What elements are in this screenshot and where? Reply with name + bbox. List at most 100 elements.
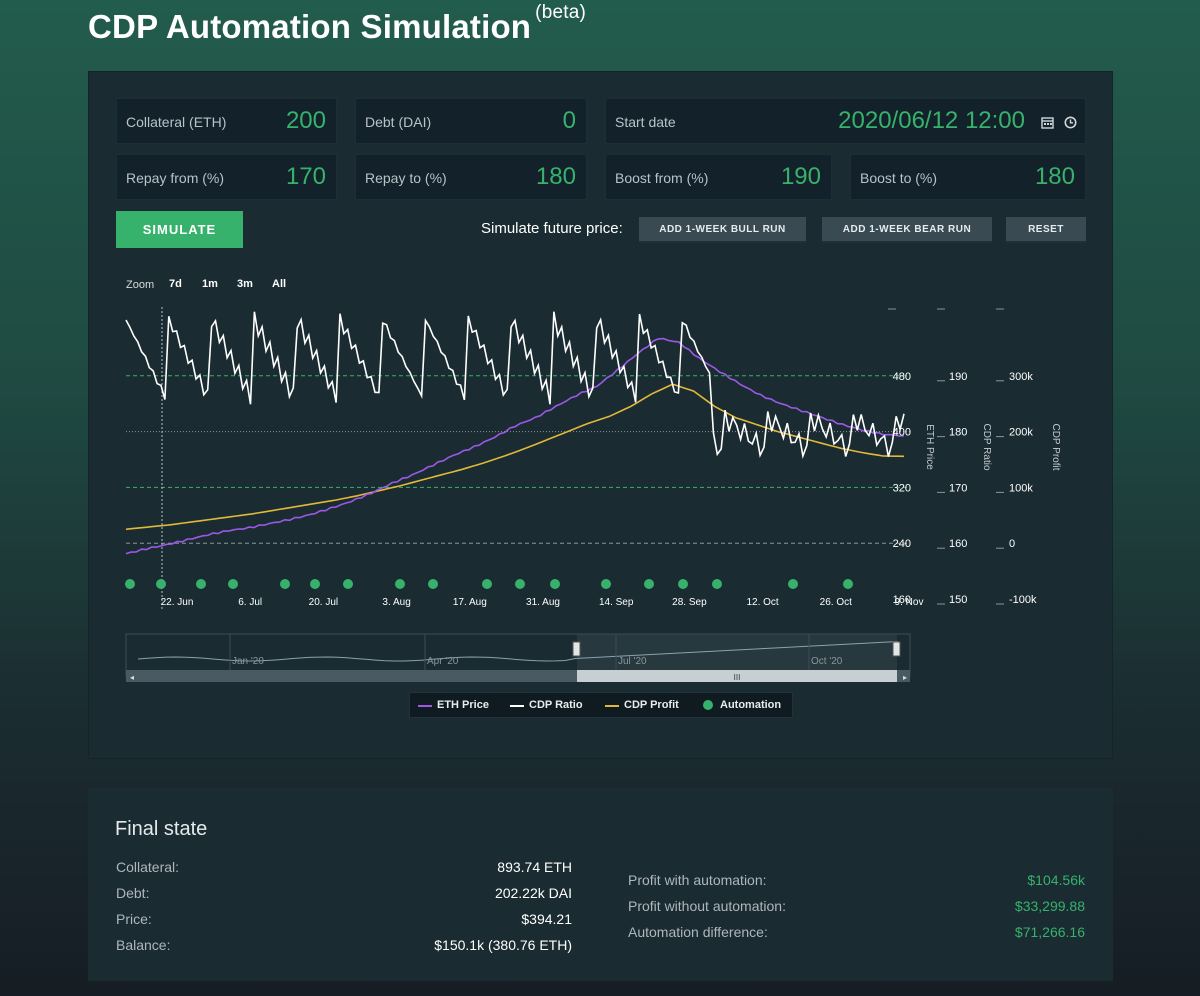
x-tick-label: 28. Sep — [672, 597, 707, 608]
legend-swatch-cdp-ratio — [510, 705, 524, 707]
final-state-panel: Final state Collateral: 893.74 ETH Debt:… — [88, 788, 1113, 981]
repay-from-value[interactable]: 170 — [285, 163, 326, 190]
start-date-icons[interactable] — [1041, 114, 1077, 129]
automation-marker — [125, 579, 135, 589]
navigator-handle-left[interactable] — [572, 641, 581, 657]
axis-title: CDP Profit — [1050, 423, 1061, 470]
repay-to-value[interactable]: 180 — [535, 163, 576, 190]
navigator-label: Oct '20 — [811, 656, 843, 667]
debt-value[interactable]: 0 — [562, 107, 576, 134]
beta-badge: (beta) — [535, 2, 587, 23]
simulate-button[interactable]: SIMULATE — [116, 211, 243, 248]
cdp-profit-tick: 0 — [1009, 538, 1015, 550]
navigator-selection[interactable] — [577, 634, 897, 676]
scrollbar-grip-icon: III — [734, 673, 741, 682]
navigator-label: Jul '20 — [618, 656, 647, 667]
page-title: CDP Automation Simulation (beta) — [88, 2, 586, 46]
bear-run-button[interactable]: ADD 1-WEEK BEAR RUN — [822, 217, 992, 241]
legend-item-eth-price[interactable]: ETH Price — [437, 699, 489, 711]
cdp-profit-series — [125, 383, 905, 531]
navigator[interactable]: Jan '20 Apr '20 Jul '20 Oct '20 III ◂ ▸ — [125, 633, 911, 682]
eth-price-series — [125, 337, 905, 555]
automation-marker — [228, 579, 238, 589]
legend-item-cdp-profit[interactable]: CDP Profit — [624, 699, 679, 711]
reset-button[interactable]: RESET — [1006, 217, 1086, 241]
navigator-label: Jan '20 — [232, 656, 264, 667]
automation-marker — [395, 579, 405, 589]
cdp-profit-tick: -100k — [1009, 594, 1037, 606]
boost-from-value[interactable]: 190 — [780, 163, 821, 190]
final-debt-value: 202.22k DAI — [494, 885, 572, 901]
final-balance-value: $150.1k (380.76 ETH) — [434, 937, 572, 953]
axis-title: ETH Price — [924, 424, 935, 470]
boost-from-field[interactable]: Boost from (%) 190 — [605, 154, 832, 200]
scroll-left-arrow-icon[interactable]: ◂ — [130, 673, 134, 682]
legend-item-automation[interactable]: Automation — [720, 699, 782, 711]
automation-marker — [343, 579, 353, 589]
bull-run-button[interactable]: ADD 1-WEEK BULL RUN — [639, 217, 806, 241]
navigator-labels: Jan '20 Apr '20 Jul '20 Oct '20 — [229, 634, 843, 670]
repay-to-label: Repay to (%) — [365, 170, 447, 186]
boost-to-label: Boost to (%) — [860, 170, 938, 186]
profit-with-automation-value: $104.56k — [1027, 872, 1085, 888]
automation-marker — [196, 579, 206, 589]
cdp-ratio-tick: 170 — [949, 482, 967, 494]
final-price-value: $394.21 — [521, 911, 572, 927]
zoom-1m-button[interactable]: 1m — [202, 278, 218, 290]
automation-marker — [515, 579, 525, 589]
start-date-value[interactable]: 2020/06/12 12:00 — [838, 107, 1025, 134]
profit-without-automation-value: $33,299.88 — [1014, 898, 1085, 914]
chart-legend: ETH Price CDP Ratio CDP Profit Automatio… — [409, 692, 793, 718]
simulate-future-label: Simulate future price: — [481, 220, 623, 237]
x-axis-ticks: 22. Jun 6. Jul 20. Jul 3. Aug 17. Aug 31. Aug… — [161, 597, 924, 608]
automation-marker — [712, 579, 722, 589]
calendar-icon[interactable] — [1041, 116, 1055, 129]
zoom-7d-button[interactable]: 7d — [169, 278, 182, 290]
start-date-field[interactable]: Start date 2020/06/12 12:00 — [605, 98, 1086, 144]
simulation-chart[interactable]: 22. Jun 6. Jul 20. Jul 3. Aug 17. Aug 31. Aug… — [89, 297, 1114, 717]
axis-title: CDP Ratio — [981, 423, 992, 470]
x-tick-label: 9. Nov — [895, 597, 924, 608]
cdp-ratio-tick: 190 — [949, 371, 967, 383]
eth-price-tick: 160 — [893, 594, 911, 606]
cdp-ratio-tick: 150 — [949, 594, 967, 606]
cdp-ratio-series — [125, 311, 905, 460]
clock-icon[interactable] — [1064, 116, 1077, 129]
automation-difference-value: $71,266.16 — [1014, 924, 1085, 940]
legend-item-cdp-ratio[interactable]: CDP Ratio — [529, 699, 583, 711]
x-tick-label: 12. Oct — [746, 597, 778, 608]
final-balance-label: Balance: — [116, 937, 171, 953]
legend-swatch-eth-price — [418, 705, 432, 707]
boost-to-value[interactable]: 180 — [1034, 163, 1075, 190]
final-collateral-label: Collateral: — [116, 859, 180, 875]
boost-from-label: Boost from (%) — [615, 170, 709, 186]
zoom-all-button[interactable]: All — [272, 278, 287, 290]
navigator-background — [125, 633, 911, 677]
automation-marker — [428, 579, 438, 589]
x-tick-label: 14. Sep — [599, 597, 634, 608]
automation-markers — [125, 579, 853, 589]
automation-marker — [156, 579, 166, 589]
debt-field[interactable]: Debt (DAI) 0 — [355, 98, 587, 144]
automation-marker — [550, 579, 560, 589]
x-tick-label: 22. Jun — [161, 597, 194, 608]
page-title-text: CDP Automation Simulation — [88, 8, 532, 45]
automation-marker — [843, 579, 853, 589]
eth-price-tick: 480 — [893, 371, 911, 383]
profit-without-automation-label: Profit without automation: — [628, 898, 786, 914]
profit-with-automation-label: Profit with automation: — [628, 872, 767, 888]
eth-price-tick: 400 — [893, 427, 911, 439]
repay-from-field[interactable]: Repay from (%) 170 — [116, 154, 337, 200]
eth-price-tick: 240 — [893, 538, 911, 550]
x-tick-label: 3. Aug — [382, 597, 410, 608]
scroll-right-arrow-icon[interactable]: ▸ — [903, 673, 907, 682]
boost-to-field[interactable]: Boost to (%) 180 — [850, 154, 1086, 200]
navigator-scrollbar-thumb[interactable] — [577, 670, 897, 682]
navigator-handle-right[interactable] — [892, 641, 901, 657]
collateral-value[interactable]: 200 — [285, 107, 326, 134]
chart-grid — [126, 375, 910, 544]
zoom-3m-button[interactable]: 3m — [237, 278, 253, 290]
collateral-field[interactable]: Collateral (ETH) 200 — [116, 98, 337, 144]
automation-marker — [601, 579, 611, 589]
repay-to-field[interactable]: Repay to (%) 180 — [355, 154, 587, 200]
